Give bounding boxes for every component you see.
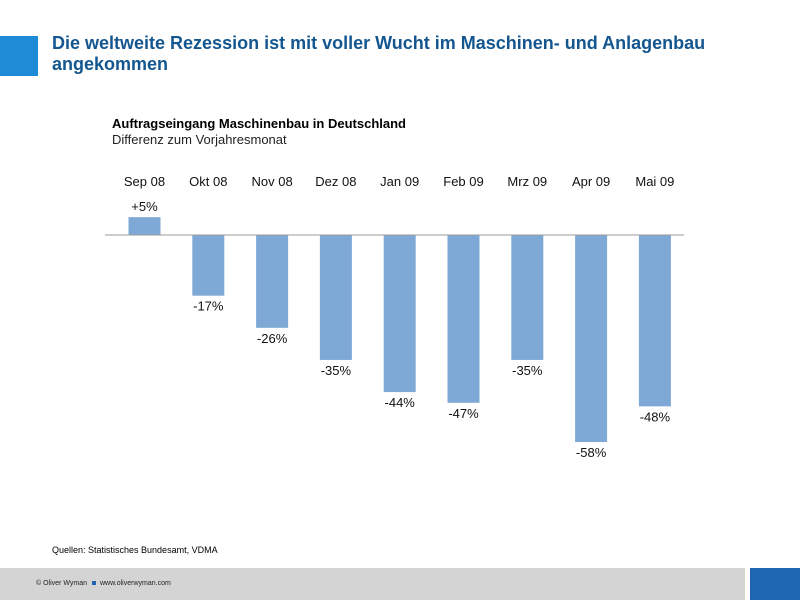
category-label: Jan 09 bbox=[380, 174, 419, 189]
category-label: Nov 08 bbox=[251, 174, 292, 189]
category-label: Apr 09 bbox=[572, 174, 610, 189]
footer-copyright: © Oliver Wyman bbox=[36, 580, 87, 587]
category-label: Dez 08 bbox=[315, 174, 356, 189]
footer-square-icon bbox=[92, 581, 96, 586]
category-label: Okt 08 bbox=[189, 174, 227, 189]
data-label: -35% bbox=[321, 363, 352, 378]
bar bbox=[447, 235, 480, 403]
bar bbox=[511, 235, 544, 360]
data-label: -47% bbox=[448, 406, 479, 421]
data-label: -35% bbox=[512, 363, 543, 378]
footer-website[interactable]: www.oliverwyman.com bbox=[100, 580, 171, 587]
bar bbox=[128, 217, 161, 235]
chart-title: Auftragseingang Maschinenbau in Deutschl… bbox=[112, 116, 406, 131]
data-label: -44% bbox=[385, 395, 416, 410]
slide-title: Die weltweite Rezession ist mit voller W… bbox=[52, 33, 706, 74]
source-note: Quellen: Statistisches Bundesamt, VDMA bbox=[52, 545, 218, 555]
footer-text: © Oliver Wyman www.oliverwyman.com bbox=[36, 580, 171, 587]
footer-bar bbox=[0, 568, 745, 600]
data-label: +5% bbox=[131, 199, 158, 214]
bar bbox=[383, 235, 416, 393]
footer-accent-block bbox=[750, 568, 800, 600]
data-label: -58% bbox=[576, 445, 607, 460]
chart-subtitle: Differenz zum Vorjahresmonat bbox=[112, 132, 287, 147]
category-label: Mai 09 bbox=[635, 174, 674, 189]
category-label: Sep 08 bbox=[124, 174, 165, 189]
bar bbox=[256, 235, 289, 328]
category-label: Feb 09 bbox=[443, 174, 483, 189]
data-label: -48% bbox=[640, 409, 671, 424]
bar bbox=[638, 235, 671, 407]
bar bbox=[319, 235, 352, 360]
data-label: -26% bbox=[257, 331, 288, 346]
category-label: Mrz 09 bbox=[507, 174, 547, 189]
bar bbox=[192, 235, 225, 296]
bar bbox=[575, 235, 608, 443]
data-label: -17% bbox=[193, 299, 224, 314]
title-accent-block bbox=[0, 36, 38, 76]
